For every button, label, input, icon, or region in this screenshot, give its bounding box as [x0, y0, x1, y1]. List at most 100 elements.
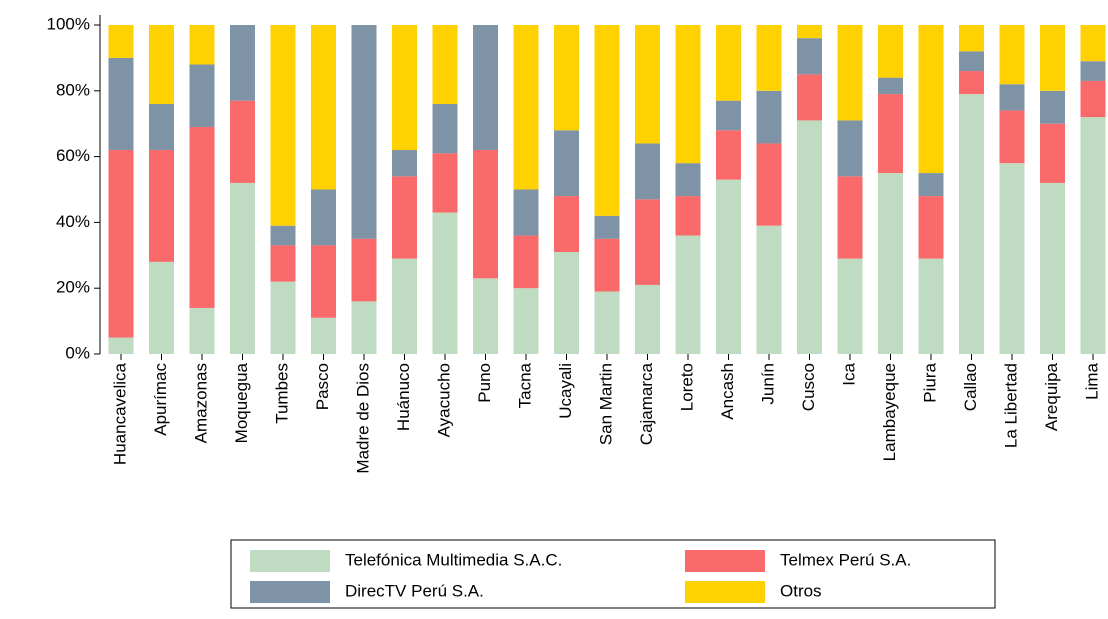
bar-segment	[230, 25, 255, 101]
bar-segment	[716, 179, 741, 354]
legend-swatch	[250, 581, 330, 603]
bar-segment	[108, 337, 134, 354]
x-tick-label: Madre de Dios	[353, 363, 372, 474]
x-tick-label: Moquegua	[232, 362, 251, 443]
x-tick-label: Lima	[1082, 362, 1101, 399]
x-tick-label: Ucayali	[556, 363, 575, 419]
bar-segment	[635, 199, 660, 285]
bar-segment	[878, 25, 903, 78]
bar-segment	[675, 25, 701, 164]
y-tick-label: 60%	[56, 146, 90, 165]
bar-segment	[149, 150, 174, 262]
bar-segment	[756, 90, 782, 144]
legend-label: DirecTV Perú S.A.	[345, 581, 484, 600]
bar-segment	[716, 100, 741, 131]
bar-segment	[918, 196, 944, 259]
bar-segment	[311, 245, 336, 318]
bar-segment	[797, 25, 822, 39]
bar-segment	[756, 25, 782, 91]
bar-segment	[1080, 80, 1106, 118]
y-tick-label: 40%	[56, 212, 90, 231]
bar-segment	[878, 173, 903, 354]
bar-segment	[554, 25, 579, 131]
bar-segment	[392, 176, 417, 259]
bar-segment	[473, 25, 498, 151]
x-tick-label: Tumbes	[272, 363, 291, 424]
bar-segment	[675, 235, 701, 354]
bar-segment	[959, 71, 984, 95]
bar-segment	[635, 284, 660, 354]
x-tick-label: Tacna	[515, 362, 534, 408]
legend-label: Otros	[780, 581, 822, 600]
bar-segment	[797, 120, 822, 354]
bar-segment	[959, 25, 984, 52]
bar-segment	[1080, 61, 1106, 81]
x-tick-label: Huánuco	[394, 363, 413, 431]
x-tick-label: Loreto	[677, 363, 696, 411]
bar-segment	[635, 143, 660, 200]
bar-segment	[230, 182, 255, 354]
bar-segment	[837, 258, 863, 354]
bar-segment	[554, 196, 579, 253]
bar-segment	[999, 25, 1025, 85]
bar-segment	[1080, 25, 1106, 62]
bar-segment	[432, 103, 458, 154]
bar-segment	[1080, 117, 1106, 355]
bar-segment	[837, 25, 863, 121]
bar-segment	[189, 25, 215, 65]
bar-segment	[999, 84, 1025, 111]
bar-segment	[878, 77, 903, 95]
bar-segment	[311, 317, 336, 354]
x-tick-label: Lambayeque	[880, 363, 899, 461]
bar-segment	[189, 126, 215, 308]
y-tick-label: 100%	[47, 14, 90, 33]
legend-swatch	[685, 550, 765, 572]
bar-segment	[230, 100, 255, 183]
x-tick-label: Arequipa	[1042, 362, 1061, 431]
bar-segment	[189, 64, 215, 127]
bar-segment	[1040, 182, 1065, 354]
bar-segment	[1040, 25, 1065, 91]
bar-segment	[675, 163, 701, 197]
x-tick-label: Apurímac	[151, 363, 170, 436]
bar-segment	[837, 120, 863, 177]
x-tick-label: Cusco	[799, 363, 818, 411]
bar-segment	[756, 143, 782, 226]
x-tick-label: San Martin	[596, 363, 615, 445]
x-tick-label: Callao	[961, 363, 980, 411]
bar-segment	[716, 25, 741, 101]
bar-segment	[513, 189, 539, 236]
bar-segment	[149, 261, 174, 354]
bar-segment	[1040, 90, 1065, 124]
x-tick-label: Cajamarca	[637, 362, 656, 445]
bar-segment	[918, 258, 944, 354]
y-tick-label: 80%	[56, 80, 90, 99]
x-tick-label: Ancash	[718, 363, 737, 420]
bar-segment	[270, 281, 296, 354]
bar-segment	[351, 301, 377, 354]
bar-segment	[594, 215, 620, 239]
x-tick-label: Huancavelica	[110, 362, 129, 465]
bar-segment	[513, 235, 539, 289]
x-tick-label: La Libertad	[1001, 363, 1020, 448]
bar-segment	[270, 25, 296, 226]
bar-segment	[513, 25, 539, 190]
bar-segment	[716, 130, 741, 180]
bar-segment	[837, 176, 863, 259]
x-tick-label: Junín	[758, 363, 777, 405]
bar-segment	[797, 38, 822, 75]
bar-segment	[270, 225, 296, 246]
bar-segment	[594, 25, 620, 216]
bar-segment	[1040, 123, 1065, 183]
legend-label: Telmex Perú S.A.	[780, 550, 911, 569]
bar-segment	[432, 153, 458, 213]
y-tick-label: 20%	[56, 278, 90, 297]
bar-segment	[149, 25, 174, 104]
bar-segment	[108, 57, 134, 151]
bar-segment	[878, 94, 903, 174]
x-tick-label: Ayacucho	[434, 363, 453, 437]
bar-segment	[675, 196, 701, 236]
bar-segment	[918, 173, 944, 197]
x-tick-label: Piura	[920, 362, 939, 402]
